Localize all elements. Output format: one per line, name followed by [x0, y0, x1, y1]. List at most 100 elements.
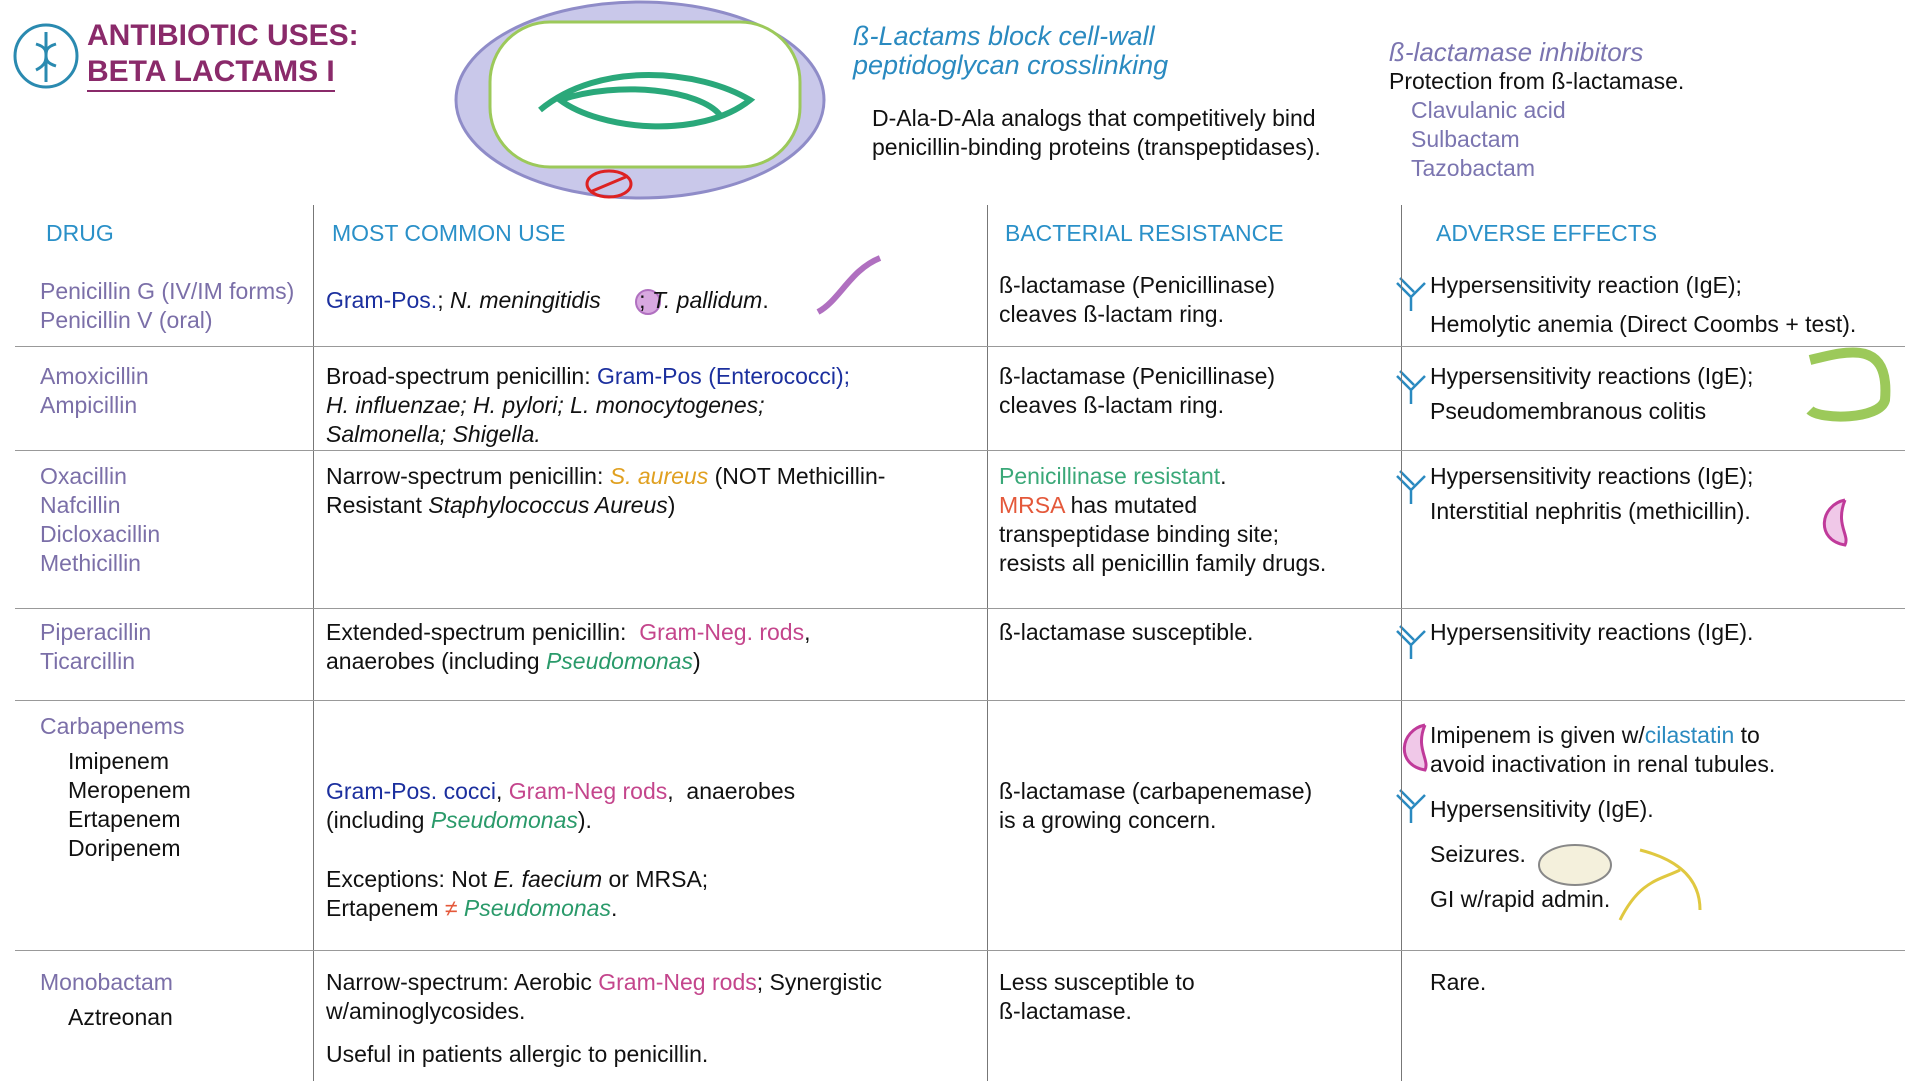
row-line [15, 608, 1905, 609]
text-segment: . [1220, 463, 1227, 489]
text-segment: MRSA [999, 492, 1065, 518]
drug-member: Meropenem [68, 777, 191, 803]
paragraph: Rare. [1430, 968, 1486, 997]
text-line: Useful in patients allergic to penicilli… [326, 1040, 882, 1069]
text-line: ß-lactamase (carbapenemase) [999, 777, 1312, 806]
text-line: Hypersensitivity reactions (IgE); [1430, 462, 1753, 491]
resistance-cell: ß-lactamase (Penicillinase) cleaves ß-lac… [999, 362, 1275, 420]
column-line [1401, 205, 1402, 1081]
drug-member: Ertapenem [68, 806, 181, 832]
text-line: MRSA has mutated [999, 491, 1326, 520]
text-segment: Gram-Neg rods [508, 778, 668, 804]
title: ANTIBIOTIC USES: BETA LACTAMS I [87, 18, 359, 92]
text-line: Less susceptible to [999, 968, 1195, 997]
text-line: w/aminoglycosides. [326, 997, 882, 1026]
text-line: ß-lactamase susceptible. [999, 618, 1253, 647]
mechanism-text: D-Ala-D-Ala analogs that competitively b… [872, 104, 1321, 162]
text-segment: Hemolytic anemia (Direct Coombs + test). [1430, 311, 1857, 337]
text-line: cleaves ß-lactam ring. [999, 391, 1275, 420]
text-segment: ) [692, 648, 701, 674]
text-line: ß-lactamase (Penicillinase) [999, 271, 1275, 300]
paragraph: Broad-spectrum penicillin: Gram-Pos (Ent… [326, 362, 850, 449]
text-segment: Penicillinase resistant [999, 463, 1221, 489]
use-cell: Narrow-spectrum penicillin: S. aureus (N… [326, 462, 885, 520]
use-cell: Extended-spectrum penicillin: Gram-Neg. … [326, 618, 810, 676]
paragraph: Hypersensitivity (IgE). [1430, 795, 1775, 824]
text-segment: Staphylococcus Aureus [428, 492, 668, 518]
paragraph: Extended-spectrum penicillin: Gram-Neg. … [326, 618, 810, 676]
text-line: avoid inactivation in renal tubules. [1430, 750, 1775, 779]
text-line: anaerobes (including Pseudomonas) [326, 647, 810, 676]
paragraph: GI w/rapid admin. [1430, 885, 1775, 914]
text-segment: Interstitial nephritis (methicillin). [1430, 498, 1751, 524]
text-line: GI w/rapid admin. [1430, 885, 1775, 914]
inhibitor-drug: Clavulanic acid [1411, 97, 1566, 123]
use-cell: Broad-spectrum penicillin: Gram-Pos (Ent… [326, 362, 850, 449]
resistance-cell: Less susceptible to ß-lactamase. [999, 968, 1195, 1026]
drug-name: Ticarcillin [40, 648, 135, 674]
text-line: Interstitial nephritis (methicillin). [1430, 497, 1753, 526]
text-segment: Hypersensitivity reactions (IgE); [1430, 363, 1754, 389]
title-line: BETA LACTAMS I [87, 54, 335, 92]
paragraph: Interstitial nephritis (methicillin). [1430, 497, 1753, 526]
adverse-cell: Hypersensitivity reactions (IgE). [1430, 618, 1753, 647]
column-header: BACTERIAL RESISTANCE [1005, 220, 1284, 246]
text-line: Resistant Staphylococcus Aureus) [326, 491, 885, 520]
text-line: (including Pseudomonas). [326, 806, 795, 835]
text-segment: ß-lactamase susceptible. [999, 619, 1254, 645]
mechanism-text-line: penicillin-binding proteins (transpeptid… [872, 134, 1321, 160]
drug-member: Aztreonan [68, 1004, 173, 1030]
column-header: DRUG [46, 220, 114, 246]
use-cell: Gram-Pos. cocci, Gram-Neg rods, anaerobe… [326, 777, 795, 923]
text-segment: GI w/rapid admin. [1430, 886, 1611, 912]
drug-cell: Monobactam Aztreonan [40, 968, 173, 1032]
text-line: Pseudomembranous colitis [1430, 397, 1753, 426]
text-line: Gram-Pos.; N. meningitidis ; T. pallidum… [326, 286, 769, 315]
text-line: Hypersensitivity reactions (IgE). [1430, 618, 1753, 647]
paragraph: Imipenem is given w/cilastatin to avoid i… [1430, 721, 1775, 779]
text-segment: Rare. [1430, 969, 1487, 995]
text-segment: transpeptidase binding site; [999, 521, 1280, 547]
text-segment: ; [437, 287, 450, 313]
text-line: resists all penicillin family drugs. [999, 549, 1326, 578]
row-line [15, 950, 1905, 951]
drug-cell: Piperacillin Ticarcillin [40, 618, 151, 676]
column-header: MOST COMMON USE [332, 220, 566, 246]
mechanism-title-line: ß-Lactams block cell-wall [853, 21, 1155, 51]
paragraph: Hypersensitivity reactions (IgE). [1430, 618, 1753, 647]
paragraph: Hemolytic anemia (Direct Coombs + test). [1430, 310, 1856, 339]
text-segment: T. pallidum [651, 287, 763, 313]
adverse-cell: Hypersensitivity reactions (IgE); Pseudom… [1430, 362, 1753, 426]
text-segment: is a growing concern. [999, 807, 1217, 833]
column-line [987, 205, 988, 1081]
drug-name: Penicillin G (IV/IM forms) [40, 278, 295, 304]
text-line: Hemolytic anemia (Direct Coombs + test). [1430, 310, 1856, 339]
text-segment: Seizures. [1430, 841, 1526, 867]
text-segment: Pseudomonas [463, 895, 611, 921]
text-segment: anaerobes (including [326, 648, 546, 674]
text-line: is a growing concern. [999, 806, 1312, 835]
drug-members: Imipenem Meropenem Ertapenem Doripenem [40, 747, 191, 863]
text-segment: (including [326, 807, 431, 833]
drug-name: Nafcillin [40, 492, 121, 518]
drug-name: Piperacillin [40, 619, 152, 645]
text-segment: ; Synergistic [756, 969, 882, 995]
paragraph: Narrow-spectrum: Aerobic Gram-Neg rods; … [326, 968, 882, 1026]
text-segment: avoid inactivation in renal tubules. [1430, 751, 1776, 777]
text-segment: ; [600, 287, 652, 313]
paragraph: Hypersensitivity reaction (IgE); [1430, 271, 1856, 300]
resistance-cell: ß-lactamase susceptible. [999, 618, 1253, 647]
text-segment: cleaves ß-lactam ring. [999, 301, 1224, 327]
text-segment: ß-lactamase (Penicillinase) [999, 363, 1276, 389]
text-segment: Pseudomonas [545, 648, 693, 674]
text-segment: ß-lactamase (Penicillinase) [999, 272, 1276, 298]
mechanism-text-line: D-Ala-D-Ala analogs that competitively b… [872, 105, 1316, 131]
text-line: cleaves ß-lactam ring. [999, 300, 1275, 329]
text-line: Penicillinase resistant. [999, 462, 1326, 491]
text-line: Hypersensitivity reactions (IgE); [1430, 362, 1753, 391]
text-line: Hypersensitivity reaction (IgE); [1430, 271, 1856, 300]
text-segment: Hypersensitivity reaction (IgE); [1430, 272, 1742, 298]
paragraph: ß-lactamase (Penicillinase) cleaves ß-lac… [999, 271, 1275, 329]
